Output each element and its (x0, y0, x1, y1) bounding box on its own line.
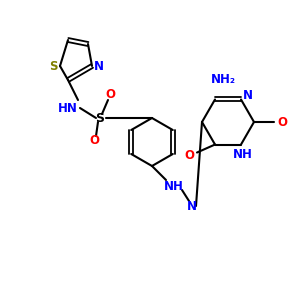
Text: HN: HN (58, 101, 78, 115)
Text: N: N (94, 59, 104, 73)
Text: S: S (49, 59, 57, 73)
Text: O: O (277, 116, 287, 128)
Text: O: O (105, 88, 115, 101)
Text: NH: NH (233, 148, 253, 161)
Text: NH₂: NH₂ (211, 73, 236, 86)
Text: N: N (243, 89, 253, 102)
Text: O: O (89, 134, 99, 148)
Text: S: S (95, 112, 104, 124)
Text: O: O (184, 149, 194, 162)
Text: NH: NH (164, 179, 184, 193)
Text: N: N (187, 200, 197, 212)
